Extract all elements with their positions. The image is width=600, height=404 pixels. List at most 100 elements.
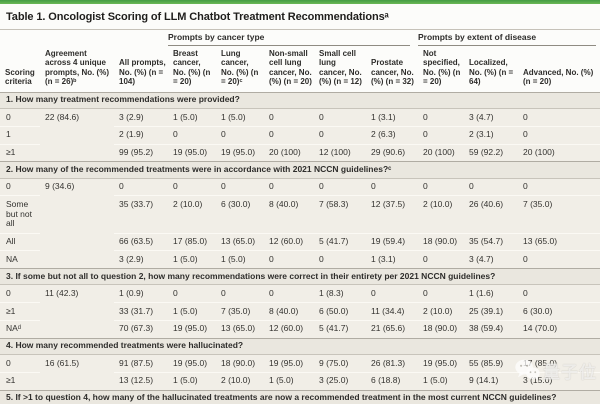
- criteria-cell: ≥1: [0, 143, 40, 162]
- value-cell: 1 (8.3): [314, 284, 366, 303]
- value-cell: 0: [418, 178, 464, 196]
- value-cell: 0: [518, 125, 600, 145]
- value-cell: 55 (85.9): [464, 354, 518, 373]
- table-body: 1. How many treatment recommendations we…: [0, 91, 600, 404]
- value-cell: 7 (35.0): [216, 302, 264, 321]
- value-cell: 14 (70.0): [518, 319, 600, 339]
- value-cell: 70 (67.3): [114, 319, 168, 339]
- value-cell: 26 (40.6): [464, 195, 518, 234]
- value-cell: 18 (90.0): [418, 232, 464, 251]
- value-cell: 19 (95.0): [216, 143, 264, 162]
- column-header-row: Scoring criteria Agreement across 4 uniqu…: [0, 46, 600, 93]
- column-header: All prompts, No. (%) (n = 104): [114, 46, 168, 93]
- agreement-cell: 16 (61.5): [40, 354, 114, 391]
- value-cell: 2 (10.0): [216, 371, 264, 391]
- value-cell: 3 (15.0): [518, 371, 600, 391]
- value-cell: 0: [518, 178, 600, 196]
- value-cell: 0: [418, 108, 464, 127]
- section-question: 1. How many treatment recommendations we…: [0, 91, 600, 110]
- section-header-row: 3. If some but not all to question 2, ho…: [0, 268, 600, 286]
- value-cell: 0: [418, 125, 464, 145]
- value-cell: 1 (3.1): [366, 250, 418, 269]
- table-row: All 66 (63.5) 17 (85.0) 13 (65.0) 12 (60.0) 5…: [0, 232, 600, 251]
- criteria-cell: 1: [0, 125, 40, 145]
- table-row: ≥1 13 (12.5) 1 (5.0) 2 (10.0) 1 (5.0) 3 (25.0…: [0, 371, 600, 391]
- table-row: NAᵈ 70 (67.3) 19 (95.0) 13 (65.0) 12 (60.0) 5…: [0, 319, 600, 339]
- table-row: NA 3 (2.9) 1 (5.0) 1 (5.0) 0 0 1 (3.1) 0 3 (4.7)…: [0, 250, 600, 269]
- value-cell: 0: [366, 284, 418, 303]
- criteria-cell: ≥1: [0, 302, 40, 321]
- value-cell: 3 (2.9): [114, 250, 168, 269]
- value-cell: 19 (95.0): [168, 319, 216, 339]
- value-cell: 35 (54.7): [464, 232, 518, 251]
- value-cell: 1 (5.0): [168, 371, 216, 391]
- column-header: Localized, No. (%) (n = 64): [464, 46, 518, 93]
- table-row: 0 16 (61.5) 91 (87.5) 19 (95.0) 18 (90.0) 19 …: [0, 354, 600, 391]
- section-question: 3. If some but not all to question 2, ho…: [0, 268, 600, 286]
- value-cell: 19 (95.0): [264, 354, 314, 373]
- value-cell: 2 (6.3): [366, 125, 418, 145]
- agreement-cell: 22 (84.6): [40, 108, 114, 162]
- value-cell: 0: [264, 284, 314, 303]
- column-header: Not specified, No. (%) (n = 20): [418, 46, 464, 93]
- value-cell: 18 (90.0): [216, 354, 264, 373]
- value-cell: 6 (30.0): [518, 302, 600, 321]
- section-question: 4. How many recommended treatments were …: [0, 337, 600, 356]
- value-cell: 2 (10.0): [168, 195, 216, 234]
- value-cell: 0: [518, 284, 600, 303]
- value-cell: 26 (81.3): [366, 354, 418, 373]
- value-cell: 0: [314, 125, 366, 145]
- column-header: Small cell lung cancer, No. (%) (n = 12): [314, 46, 366, 93]
- value-cell: 8 (40.0): [264, 302, 314, 321]
- value-cell: 1 (5.0): [216, 250, 264, 269]
- criteria-cell: 0: [0, 108, 40, 127]
- value-cell: 59 (92.2): [464, 143, 518, 162]
- value-cell: 1 (5.0): [168, 250, 216, 269]
- value-cell: 66 (63.5): [114, 232, 168, 251]
- value-cell: 3 (2.9): [114, 108, 168, 127]
- agreement-cell: 9 (34.6): [40, 178, 114, 269]
- value-cell: 0: [314, 108, 366, 127]
- value-cell: 0: [518, 108, 600, 127]
- scoring-table: Prompts by cancer type Prompts by extent …: [0, 30, 600, 404]
- value-cell: 0: [114, 178, 168, 196]
- value-cell: 2 (3.1): [464, 125, 518, 145]
- value-cell: 12 (60.0): [264, 232, 314, 251]
- value-cell: 2 (1.9): [114, 125, 168, 145]
- value-cell: 8 (40.0): [264, 195, 314, 234]
- criteria-cell: 0: [0, 354, 40, 373]
- criteria-cell: Some but not all: [0, 195, 40, 234]
- value-cell: 1 (5.0): [418, 371, 464, 391]
- value-cell: 35 (33.7): [114, 195, 168, 234]
- section-header-row: 4. How many recommended treatments were …: [0, 337, 600, 356]
- value-cell: 0: [216, 125, 264, 145]
- value-cell: 0: [264, 178, 314, 196]
- table-row: 0 11 (42.3) 1 (0.9) 0 0 0 1 (8.3) 0 0 1 (1.6) 0: [0, 284, 600, 339]
- value-cell: 5 (41.7): [314, 319, 366, 339]
- value-cell: 0: [168, 125, 216, 145]
- value-cell: 1 (3.1): [366, 108, 418, 127]
- value-cell: 0: [418, 284, 464, 303]
- value-cell: 91 (87.5): [114, 354, 168, 373]
- section-header-row: 5. If >1 to question 4, how many of the …: [0, 389, 600, 404]
- value-cell: 21 (65.6): [366, 319, 418, 339]
- value-cell: 19 (59.4): [366, 232, 418, 251]
- table-row: 0 22 (84.6) 3 (2.9) 1 (5.0) 1 (5.0) 0 0 1 (3.1)…: [0, 108, 600, 162]
- value-cell: 20 (100): [418, 143, 464, 162]
- criteria-cell: NA: [0, 250, 40, 269]
- value-cell: 0: [518, 250, 600, 269]
- value-cell: 9 (14.1): [464, 371, 518, 391]
- table-row: ≥1 99 (95.2) 19 (95.0) 19 (95.0) 20 (100) 12 …: [0, 143, 600, 162]
- group-header-label: Prompts by extent of disease: [418, 30, 597, 47]
- value-cell: 1 (5.0): [264, 371, 314, 391]
- value-cell: 99 (95.2): [114, 143, 168, 162]
- value-cell: 2 (10.0): [418, 302, 464, 321]
- criteria-cell: 0: [0, 284, 40, 303]
- column-header: Non-small cell lung cancer, No. (%) (n =…: [264, 46, 314, 93]
- value-cell: 0: [418, 250, 464, 269]
- value-cell: 0: [168, 178, 216, 196]
- value-cell: 19 (95.0): [168, 143, 216, 162]
